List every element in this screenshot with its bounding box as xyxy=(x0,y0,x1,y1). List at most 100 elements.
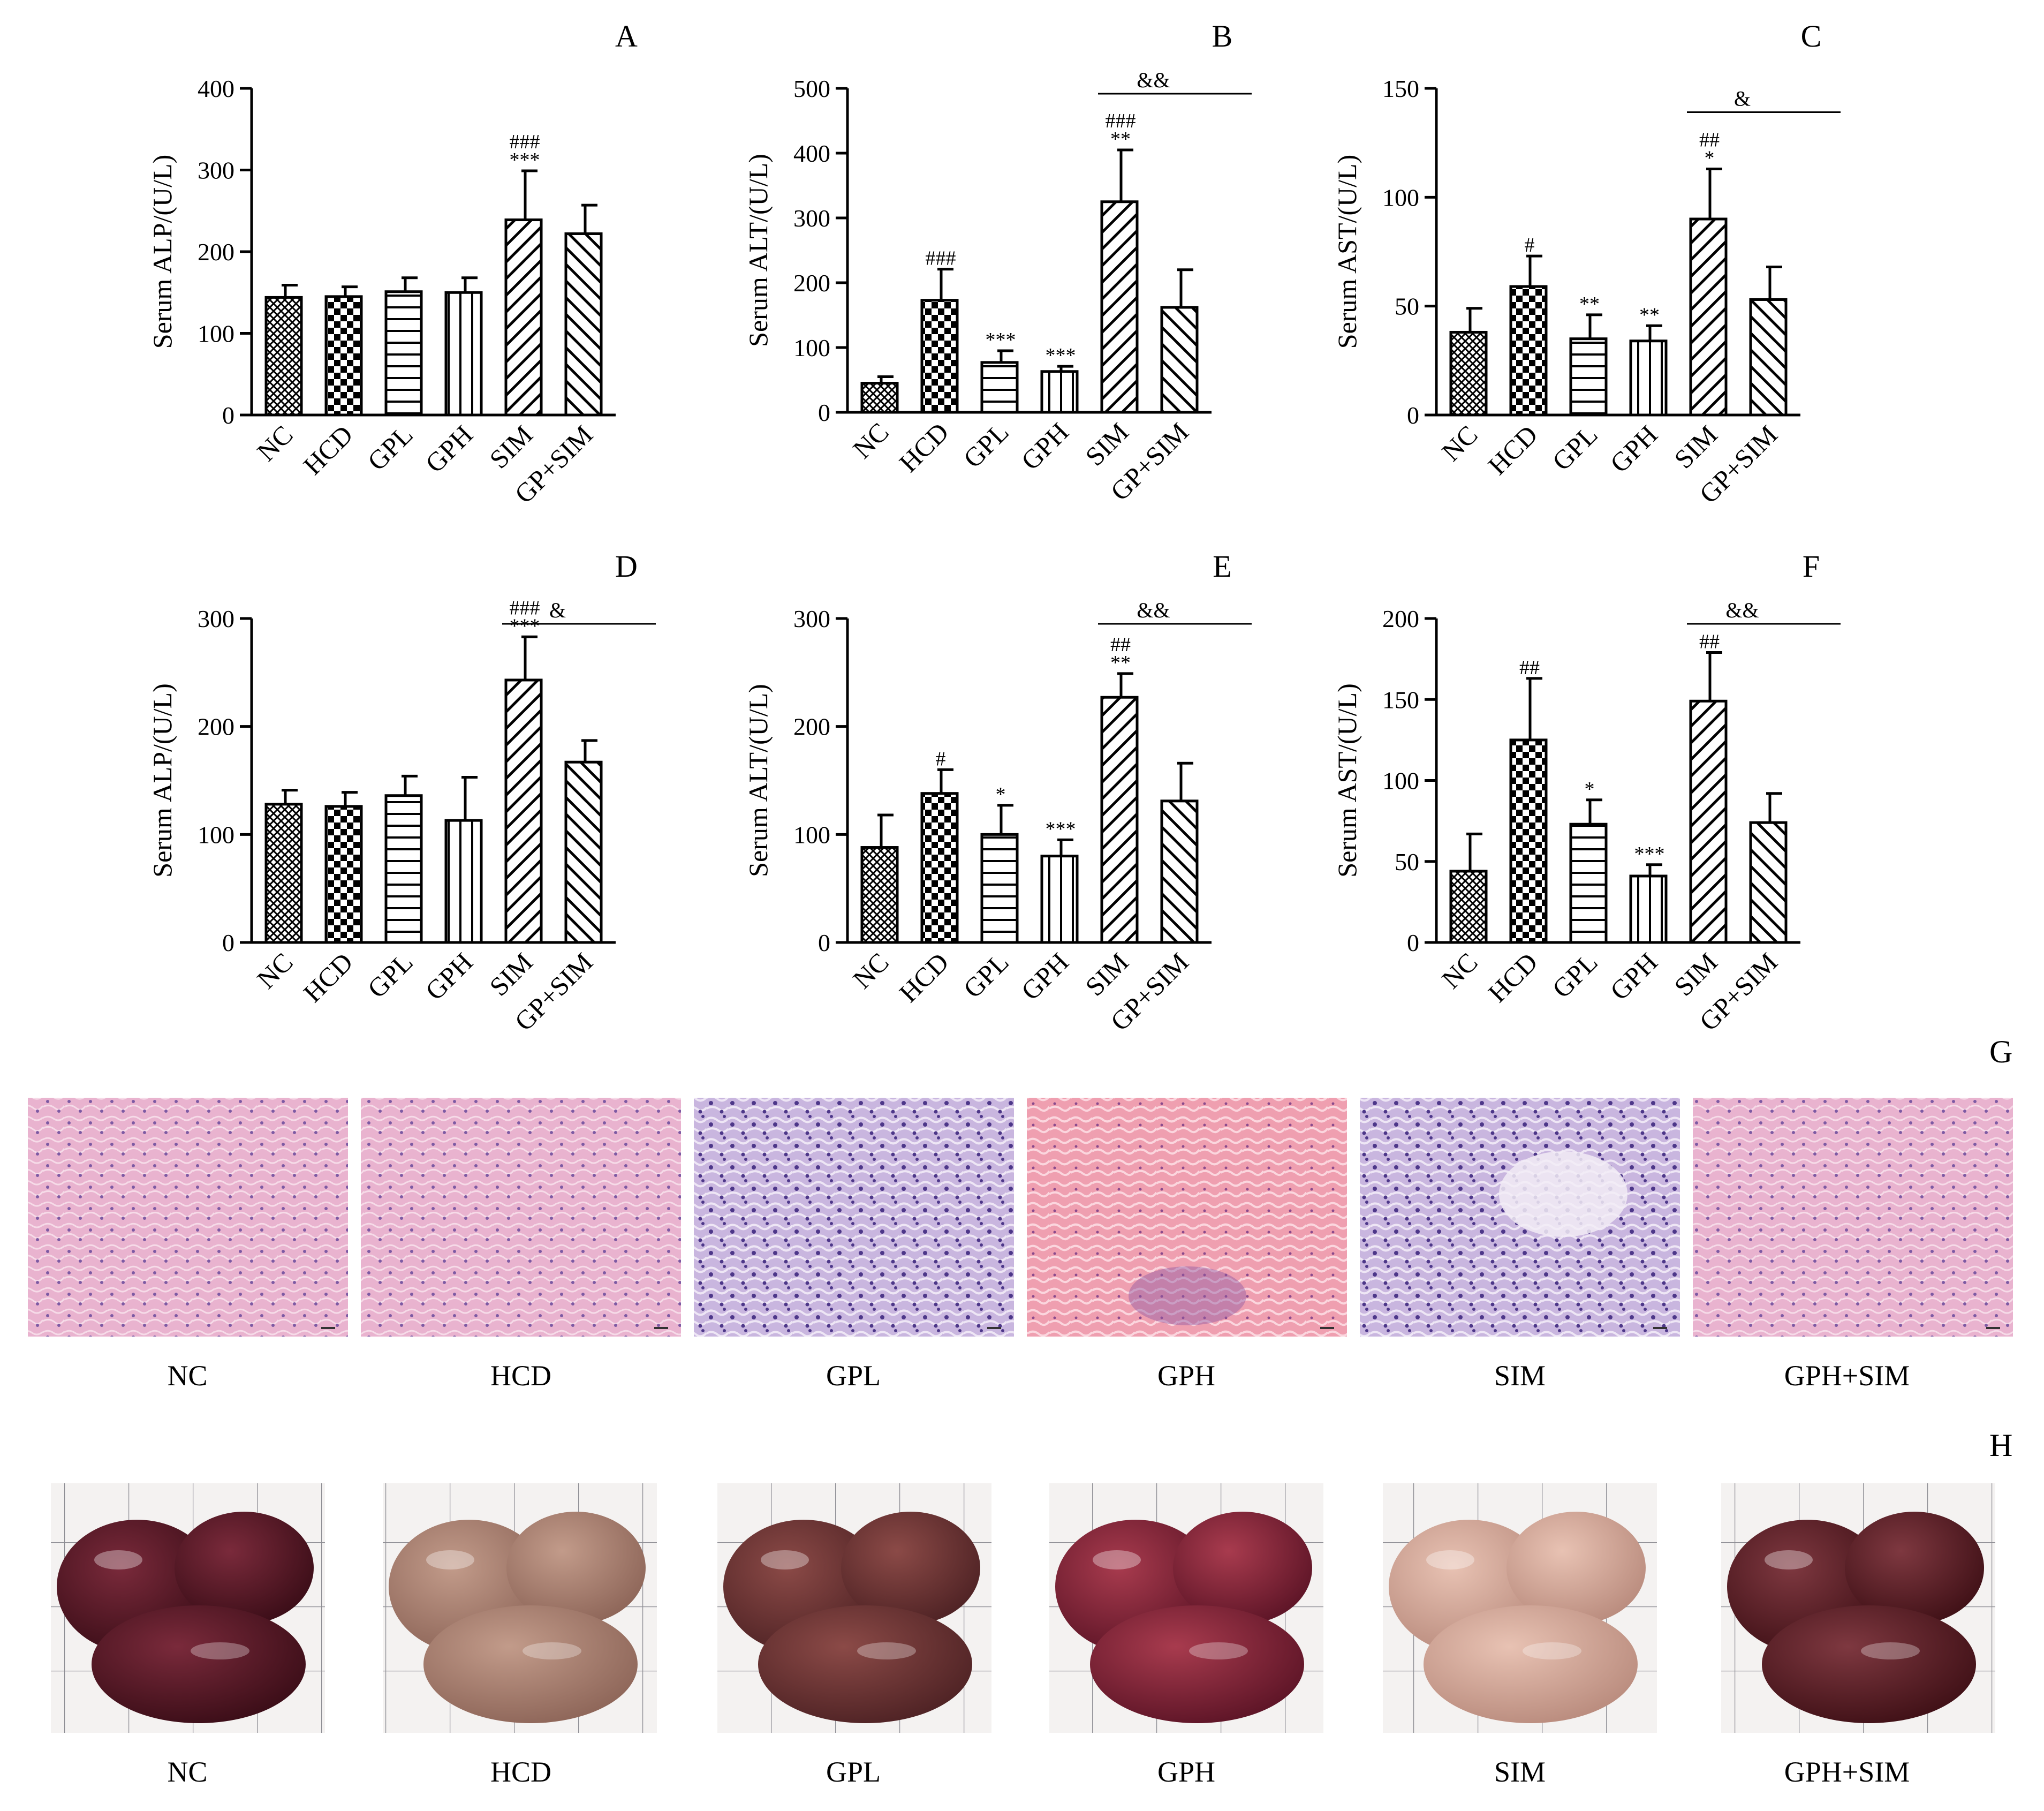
x-tick-label-hcd: HCD xyxy=(1482,419,1543,480)
significance-mark-gpl: * xyxy=(1585,778,1595,801)
x-tick-label-nc: NC xyxy=(251,947,299,994)
scale-bar xyxy=(1986,1327,2000,1329)
panel-letter-h: H xyxy=(1989,1428,2013,1463)
y-tick-label: 200 xyxy=(198,713,234,741)
bar-gpl xyxy=(980,833,1019,944)
significance-mark-sim: ## xyxy=(1699,631,1720,653)
y-tick-label: 200 xyxy=(793,269,830,297)
y-tick-label: 150 xyxy=(1382,686,1419,713)
bar-nc xyxy=(264,803,303,944)
bar-gph xyxy=(1629,339,1668,417)
significance-mark-gph: *** xyxy=(1046,344,1076,367)
micrograph-image xyxy=(1027,1098,1347,1337)
micrograph-image xyxy=(361,1098,681,1337)
histo-caption-gph-sim: GPH+SIM xyxy=(1784,1360,1910,1392)
significance-mark-gph: *** xyxy=(1634,843,1665,865)
y-axis-label: Serum ALP/(U/L) xyxy=(147,683,177,877)
significance-mark-sim: ### xyxy=(510,131,540,153)
y-tick-label: 100 xyxy=(793,334,830,361)
chart-f: F 0 50 100 150 200 Serum AST/(U/L) NC ## HCD * GPL *… xyxy=(1332,549,1841,1037)
x-tick-label-gph: GPH xyxy=(1015,417,1074,476)
bar-nc xyxy=(860,382,899,414)
bar-gp-sim xyxy=(1749,821,1788,944)
micrograph-image xyxy=(694,1098,1014,1337)
liver-lobe xyxy=(175,1512,314,1624)
y-tick-label: 0 xyxy=(222,402,234,429)
liver-lobe xyxy=(1506,1512,1646,1624)
significance-mark-sim: ### xyxy=(510,597,540,619)
micrograph-infiltrate-region xyxy=(1129,1266,1246,1325)
bar-hcd xyxy=(324,805,363,944)
significance-mark-gph: ** xyxy=(1639,304,1660,326)
x-tick-label-nc: NC xyxy=(251,419,299,467)
bar-gph xyxy=(444,291,483,417)
liver-caption-hcd: HCD xyxy=(490,1756,551,1788)
significance-mark-sim: ## xyxy=(1699,129,1720,151)
comparison-bracket-label: & xyxy=(549,598,566,622)
bar-gp-sim xyxy=(1160,799,1199,944)
x-tick-label-nc: NC xyxy=(847,417,895,464)
liver-highlight xyxy=(761,1550,809,1569)
chart-e: E 0 100 200 300 Serum ALT/(U/L) NC # HCD * GPL *** G… xyxy=(743,549,1252,1037)
x-tick-label-gph: GPH xyxy=(419,947,478,1006)
histo-caption-hcd: HCD xyxy=(490,1360,551,1392)
bar-nc xyxy=(1449,870,1488,944)
x-tick-label-gpl: GPL xyxy=(1546,419,1603,476)
bar-gph xyxy=(1040,855,1079,944)
significance-mark-gpl: * xyxy=(996,783,1006,806)
y-tick-label: 100 xyxy=(1382,767,1419,795)
micrograph-hcd xyxy=(361,1098,681,1337)
liver-highlight xyxy=(1189,1642,1248,1659)
bar-hcd xyxy=(324,295,363,417)
liver-photo-gpl xyxy=(717,1483,991,1733)
x-tick-label-gph: GPH xyxy=(1015,947,1074,1006)
liver-highlight xyxy=(857,1642,916,1659)
liver-photo-gph xyxy=(1049,1483,1323,1733)
liver-highlight xyxy=(523,1642,581,1659)
x-tick-label-hcd: HCD xyxy=(894,417,955,478)
bar-gpl xyxy=(384,290,423,417)
micrograph-gpl xyxy=(694,1098,1014,1337)
comparison-bracket-label: && xyxy=(1137,598,1170,622)
bar-sim xyxy=(504,678,543,944)
scale-bar xyxy=(1320,1327,1334,1329)
y-tick-label: 0 xyxy=(1407,929,1419,956)
y-tick-label: 50 xyxy=(1395,293,1419,320)
liver-photo-hcd xyxy=(383,1483,657,1733)
scale-bar xyxy=(654,1327,668,1329)
liver-lobe xyxy=(758,1605,972,1723)
bar-nc xyxy=(860,846,899,944)
significance-mark-sim: ## xyxy=(1110,633,1131,656)
x-tick-label-gph: GPH xyxy=(1604,419,1663,478)
bar-gpl xyxy=(1569,337,1608,417)
liver-caption-gph-sim: GPH+SIM xyxy=(1784,1756,1910,1788)
y-tick-label: 0 xyxy=(1407,402,1419,429)
scale-bar xyxy=(987,1327,1001,1329)
significance-mark-gph: *** xyxy=(1046,818,1076,840)
significance-mark-sim: *** xyxy=(510,615,540,637)
y-tick-label: 0 xyxy=(222,929,234,956)
significance-mark-sim: ** xyxy=(1110,652,1131,674)
liver-caption-gpl: GPL xyxy=(826,1756,881,1788)
x-tick-label-nc: NC xyxy=(1436,419,1483,467)
panel-letter-a: A xyxy=(615,19,638,54)
y-tick-label: 300 xyxy=(198,605,234,632)
x-tick-label-nc: NC xyxy=(1436,947,1483,994)
liver-highlight xyxy=(426,1550,474,1569)
bar-gp-sim xyxy=(1749,298,1788,417)
liver-lobe xyxy=(841,1512,980,1624)
y-tick-label: 0 xyxy=(818,399,830,426)
comparison-bracket-label: & xyxy=(1734,86,1751,110)
x-tick-label-hcd: HCD xyxy=(298,419,359,480)
micrograph-gph xyxy=(1027,1098,1347,1337)
liver-photo-panel xyxy=(51,1483,1995,1733)
bar-sim xyxy=(1689,217,1728,417)
liver-lobe xyxy=(1762,1605,1976,1723)
x-tick-label-gph: GPH xyxy=(1604,947,1663,1006)
bar-nc xyxy=(264,296,303,417)
liver-highlight xyxy=(1765,1550,1813,1569)
comparison-bracket-label: && xyxy=(1725,598,1759,622)
